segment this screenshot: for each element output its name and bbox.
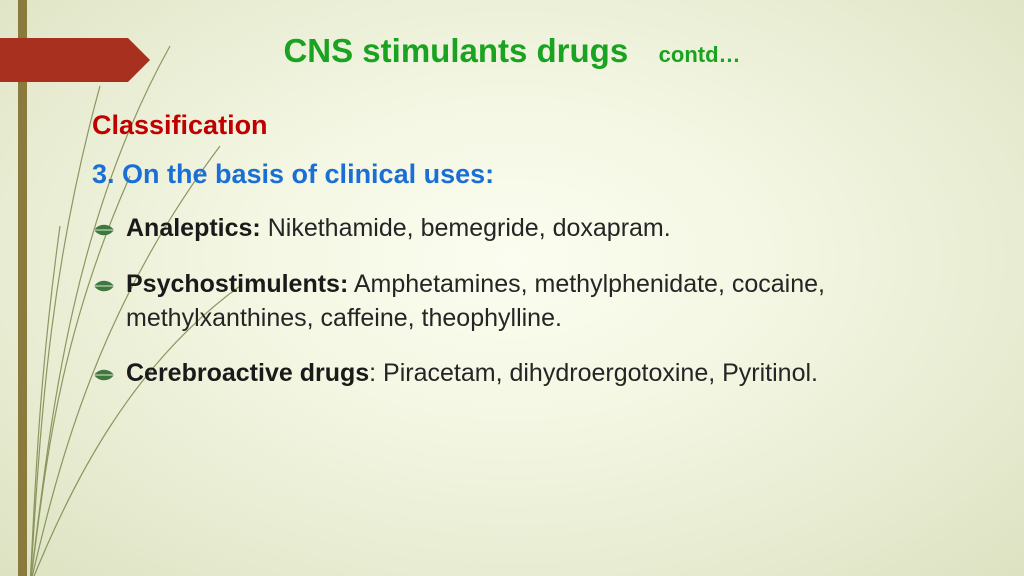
title-main: CNS stimulants drugs [283,32,628,69]
heading-classification: Classification [92,110,984,141]
slide-title: CNS stimulants drugs contd… [0,32,1024,70]
heading-basis: 3. On the basis of clinical uses: [92,159,984,190]
slide-body: Classification 3. On the basis of clinic… [92,110,984,413]
bullet-item: Psychostimulents: Amphetamines, methylph… [92,268,984,336]
bullet-label: Psychostimulents: [126,270,348,298]
bullet-body: Piracetam, dihydroergotoxine, Pyritinol. [383,359,818,387]
bullet-sep: : [369,359,383,387]
bullet-text: Analeptics: Nikethamide, bemegride, doxa… [126,212,984,246]
leaf-bullet-icon [92,218,116,242]
left-accent-stripe [18,0,27,576]
bullet-label: Cerebroactive drugs [126,359,369,387]
leaf-bullet-icon [92,274,116,298]
bullet-sep [261,214,268,242]
bullet-body: Nikethamide, bemegride, doxapram. [268,214,671,242]
bullet-text: Psychostimulents: Amphetamines, methylph… [126,268,984,336]
title-contd: contd… [659,42,741,67]
bullet-text: Cerebroactive drugs: Piracetam, dihydroe… [126,357,984,391]
bullet-item: Cerebroactive drugs: Piracetam, dihydroe… [92,357,984,391]
bullet-item: Analeptics: Nikethamide, bemegride, doxa… [92,212,984,246]
leaf-bullet-icon [92,363,116,387]
bullet-label: Analeptics: [126,214,261,242]
